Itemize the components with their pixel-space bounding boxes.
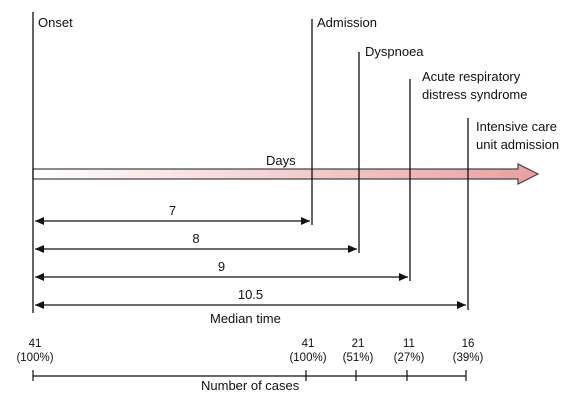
case-count: 41 <box>302 338 315 350</box>
cases-group: 41 (100%) 41 (100%) 21 (51%) 11 (27%) 16 (39%) <box>16 338 484 381</box>
case-count: 16 <box>462 338 475 350</box>
event-labels: Onset Admission Dyspnoea Acute respiratory d… <box>38 15 559 152</box>
case-percent: (51%) <box>343 352 374 364</box>
case-percent: (27%) <box>394 352 425 364</box>
event-label: unit admission <box>476 137 559 152</box>
interval-label: 10.5 <box>238 287 263 302</box>
event-label: Dyspnoea <box>365 44 424 59</box>
case-percent: (39%) <box>453 352 484 364</box>
arrowhead-left <box>35 273 44 281</box>
event-label: Admission <box>317 15 377 30</box>
arrowhead-right <box>457 301 466 309</box>
interval-label: 7 <box>169 203 176 218</box>
arrowhead-right <box>399 273 408 281</box>
median-time-label: Median time <box>210 311 281 326</box>
case-count: 41 <box>29 338 42 350</box>
case-percent: (100%) <box>289 352 326 364</box>
arrowhead-right <box>348 245 357 253</box>
event-lines <box>32 12 469 313</box>
days-arrow <box>32 163 540 185</box>
days-label: Days <box>266 153 296 168</box>
event-label: Intensive care <box>476 119 557 134</box>
cases-label: Number of cases <box>201 378 300 393</box>
arrowhead-left <box>35 245 44 253</box>
arrowhead-right <box>301 217 310 225</box>
arrowhead-left <box>35 301 44 309</box>
case-count: 21 <box>352 338 365 350</box>
case-percent: (100%) <box>16 352 53 364</box>
case-count: 11 <box>403 338 415 350</box>
event-label: Onset <box>38 15 73 30</box>
interval-label: 8 <box>192 231 199 246</box>
arrowhead-left <box>35 217 44 225</box>
event-label: Acute respiratory <box>422 69 521 84</box>
event-label: distress syndrome <box>422 87 527 102</box>
interval-arrows: 7 8 9 10.5 <box>35 203 466 309</box>
interval-label: 9 <box>218 259 225 274</box>
